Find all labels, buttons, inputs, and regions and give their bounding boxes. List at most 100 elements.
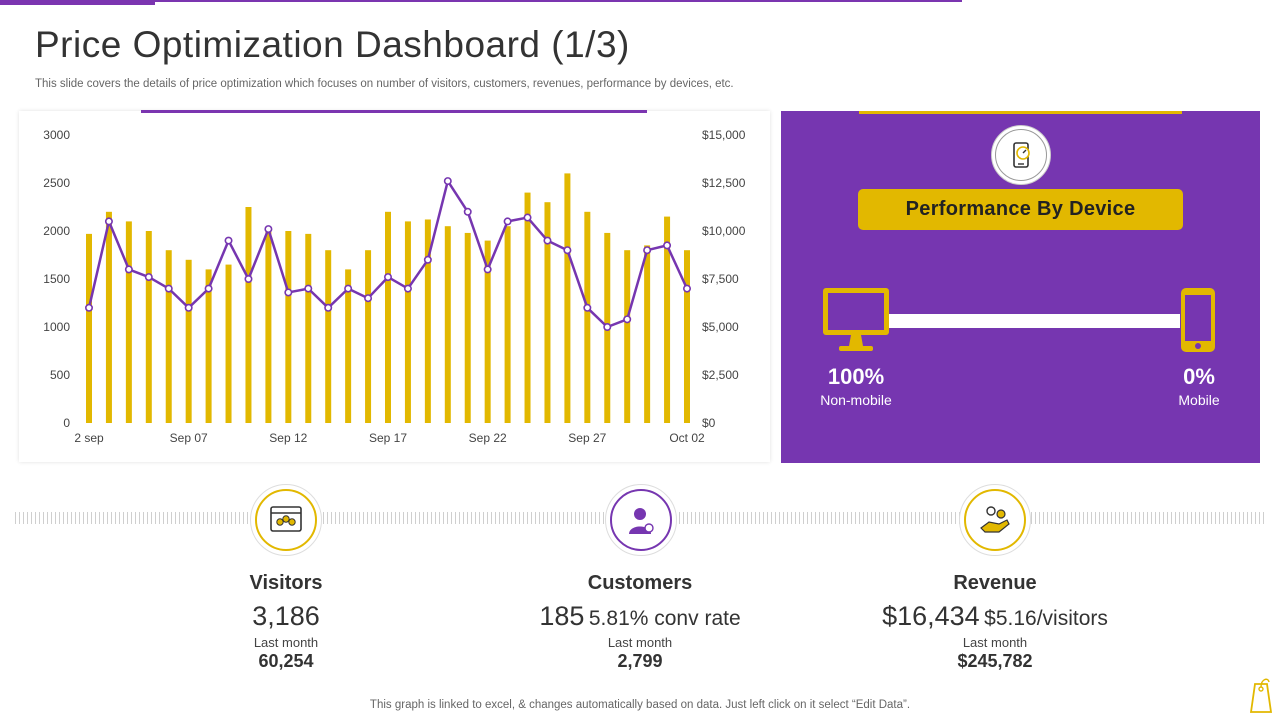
x-axis-tick-label: Sep 27 <box>568 431 606 445</box>
line-point[interactable] <box>224 236 233 245</box>
line-point[interactable] <box>124 265 133 274</box>
revenue-icon-circle <box>959 484 1031 556</box>
revenue-value-row: $16,434 $5.16/visitors <box>815 601 1175 632</box>
bar[interactable] <box>404 221 411 423</box>
bar[interactable] <box>165 250 172 423</box>
page-title: Price Optimization Dashboard (1/3) <box>35 24 630 65</box>
line-point[interactable] <box>603 323 612 332</box>
line-point[interactable] <box>85 303 94 312</box>
left-axis-ticks: 0 500 1000 1500 2000 2500 3000 <box>43 128 70 430</box>
right-axis-ticks: $0 $2,500 $5,000 $7,500 $10,000 $12,500 $15,00… <box>702 128 746 430</box>
line-point[interactable] <box>623 315 632 324</box>
bar[interactable] <box>644 245 651 423</box>
line-point[interactable] <box>284 288 293 297</box>
line-point[interactable] <box>643 246 652 255</box>
device-panel: Performance By Device 100% Non-mobile 0%… <box>781 111 1260 463</box>
line-point[interactable] <box>483 265 492 274</box>
x-axis-tick-label: Sep 22 <box>469 431 507 445</box>
visitors-value-row: 3,186 <box>106 601 466 632</box>
bar[interactable] <box>624 250 631 423</box>
bar[interactable] <box>305 233 312 423</box>
line-point[interactable] <box>304 284 313 293</box>
bar[interactable] <box>664 216 671 423</box>
mobile-label: Mobile <box>1178 392 1220 408</box>
customers-conv-rate: 5.81% conv rate <box>588 607 741 630</box>
line-point[interactable] <box>244 275 253 284</box>
x-axis-ticks: 2 sep Sep 07 Sep 12 Sep 17 Sep 22 Sep 27 Oct 0… <box>74 431 705 445</box>
line-point[interactable] <box>184 303 193 312</box>
line-point[interactable] <box>563 246 572 255</box>
price-tag-icon <box>1249 678 1273 713</box>
bar[interactable] <box>444 226 451 423</box>
revenue-value: $16,434 <box>882 601 980 631</box>
line-point[interactable] <box>383 273 392 282</box>
x-axis-tick-label: Sep 07 <box>170 431 208 445</box>
line-point[interactable] <box>164 284 173 293</box>
device-share-bar <box>889 314 1180 328</box>
line-point[interactable] <box>104 217 113 226</box>
bar[interactable] <box>365 250 372 423</box>
bar[interactable] <box>86 233 92 423</box>
bar[interactable] <box>684 250 690 423</box>
line-point[interactable] <box>344 284 353 293</box>
left-axis-tick-label: 1000 <box>43 320 70 334</box>
line-point[interactable] <box>543 236 552 245</box>
line-point[interactable] <box>443 177 452 186</box>
revenue-title: Revenue <box>953 572 1037 594</box>
x-axis-tick-label: 2 sep <box>74 431 104 445</box>
chart-accent-bar <box>141 110 647 113</box>
footnote: This graph is linked to excel, & changes… <box>369 699 911 711</box>
monitor-icon <box>823 288 889 351</box>
bar[interactable] <box>345 269 352 423</box>
line-point[interactable] <box>364 294 373 303</box>
customers-title: Customers <box>587 572 693 594</box>
bar[interactable] <box>325 250 332 423</box>
line-point[interactable] <box>423 255 432 264</box>
customers-last-month-label: Last month <box>607 635 673 650</box>
mobile-phone-icon <box>1181 288 1215 352</box>
line-point[interactable] <box>403 284 412 293</box>
line-point[interactable] <box>264 225 273 234</box>
revenue-hand-icon <box>980 506 1010 533</box>
line-point[interactable] <box>463 207 472 216</box>
bar[interactable] <box>205 269 212 423</box>
left-axis-tick-label: 3000 <box>43 128 70 142</box>
bar[interactable] <box>385 211 391 423</box>
top-accent-line <box>0 0 962 2</box>
line-point[interactable] <box>144 273 153 282</box>
right-axis-tick-label: $5,000 <box>702 320 739 334</box>
right-axis-tick-label: $15,000 <box>702 128 746 142</box>
customers-value: 185 <box>539 601 585 631</box>
bar[interactable] <box>265 231 272 423</box>
left-axis-tick-label: 500 <box>50 368 70 382</box>
non-mobile-label: Non-mobile <box>820 392 892 408</box>
bar[interactable] <box>185 259 192 423</box>
line-point[interactable] <box>583 303 592 312</box>
right-axis-tick-label: $10,000 <box>702 224 746 238</box>
line-point[interactable] <box>682 284 691 293</box>
bar[interactable] <box>105 211 112 423</box>
bar[interactable] <box>145 231 152 423</box>
bar[interactable] <box>225 264 232 423</box>
bar[interactable] <box>285 231 292 423</box>
revenue-per-visitor: $5.16/visitors <box>984 607 1108 630</box>
bar[interactable] <box>125 221 132 423</box>
chart-card[interactable]: 0 500 1000 1500 2000 2500 3000 $0 $2,500 $5,000 $… <box>19 110 770 462</box>
bar[interactable] <box>245 207 252 423</box>
bar[interactable] <box>464 232 471 423</box>
bar[interactable] <box>504 226 511 423</box>
line-point[interactable] <box>523 213 532 222</box>
bar[interactable] <box>544 202 551 423</box>
bar[interactable] <box>564 173 571 423</box>
bar[interactable] <box>424 219 431 423</box>
line-point[interactable] <box>324 303 333 312</box>
top-accent-bar <box>0 0 155 5</box>
bar[interactable] <box>584 211 591 423</box>
bar[interactable] <box>524 192 531 423</box>
line-point[interactable] <box>503 217 512 226</box>
bar[interactable] <box>484 240 491 423</box>
line-point[interactable] <box>204 284 213 293</box>
visitors-last-month-label: Last month <box>253 635 319 650</box>
line-point[interactable] <box>663 241 672 250</box>
